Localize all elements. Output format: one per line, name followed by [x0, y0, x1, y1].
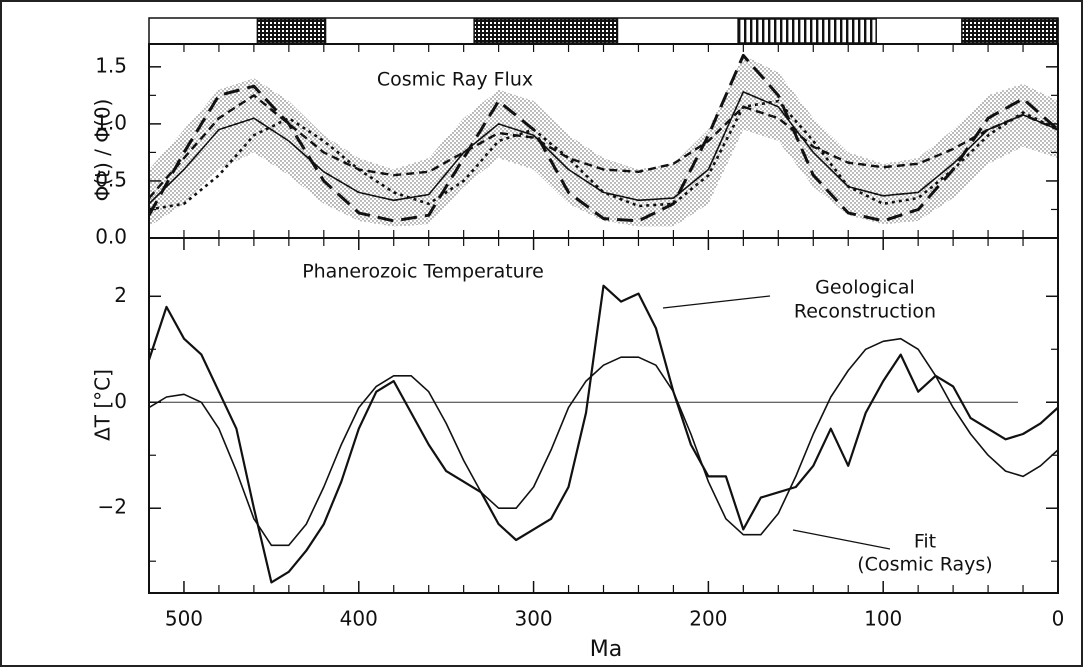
x-tick-label: 0	[1052, 607, 1065, 631]
annotation: Reconstruction	[794, 301, 936, 323]
series-line	[149, 53, 1058, 223]
y-tick-label: 2	[114, 283, 127, 307]
x-axis-label: Ma	[590, 637, 622, 662]
annotation: Cosmic Ray Flux	[377, 69, 533, 91]
y-axis-label: ΔT [°C]	[91, 369, 115, 441]
glacial-band	[961, 18, 1059, 44]
annotation: Geological	[815, 277, 915, 299]
x-tick-label: 400	[340, 607, 378, 631]
leader-line	[792, 529, 891, 550]
series-line	[149, 284, 1058, 584]
glacial-band	[737, 18, 877, 44]
annotation: Phanerozoic Temperature	[302, 261, 544, 283]
y-tick-label: 0	[114, 389, 127, 413]
x-tick-label: 500	[165, 607, 203, 631]
series-line	[149, 91, 1058, 205]
annotation: (Cosmic Rays)	[857, 554, 992, 576]
y-tick-label: 0.0	[95, 225, 127, 249]
x-tick-label: 200	[689, 607, 727, 631]
y-tick-label: 1.5	[95, 53, 127, 77]
series-line	[149, 337, 1058, 547]
y-tick-label: −2	[98, 495, 127, 519]
series-line	[149, 94, 1058, 199]
x-tick-label: 100	[864, 607, 902, 631]
y-axis-label: Φ(t) / Φ(0)	[91, 99, 115, 202]
leader-line	[662, 295, 771, 309]
uncertainty-band	[149, 55, 1058, 227]
glacial-band	[256, 18, 327, 44]
y-tick-label: 0.5	[95, 167, 127, 191]
y-tick-label: 1.0	[95, 110, 127, 134]
series-line	[149, 99, 1058, 211]
x-tick-label: 300	[514, 607, 552, 631]
annotation: Fit	[914, 531, 936, 553]
glacial-band	[473, 18, 619, 44]
